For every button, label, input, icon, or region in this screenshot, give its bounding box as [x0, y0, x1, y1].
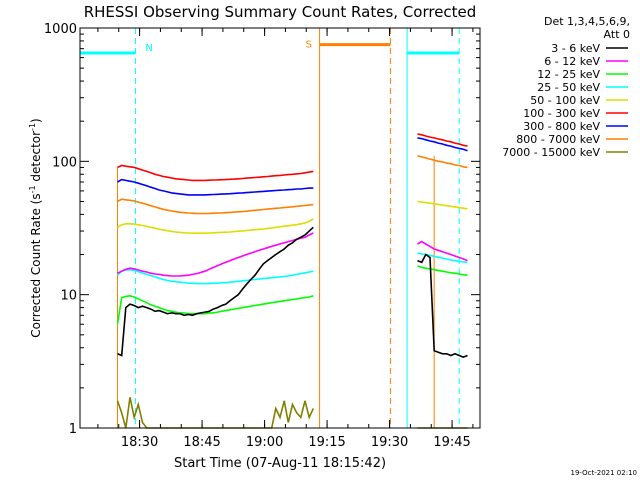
- series-line: [117, 178, 314, 196]
- legend-header-line2: Att 0: [604, 28, 630, 41]
- legend-entry-label: 800 - 7000 keV: [516, 133, 600, 146]
- x-tick-label: 18:45: [183, 435, 220, 450]
- legend-entry-label: 6 - 12 keV: [544, 55, 600, 68]
- series-line: [117, 198, 314, 215]
- series-line: [417, 264, 468, 276]
- series-line: [117, 232, 314, 277]
- series-line: [116, 294, 314, 325]
- series-line: [117, 164, 314, 182]
- legend-header-line1: Det 1,3,4,5,6,9,: [544, 15, 630, 28]
- series-line: [117, 218, 314, 234]
- x-tick-label: 19:45: [433, 435, 470, 450]
- legend-entry-label: 12 - 25 keV: [537, 68, 600, 81]
- axes: 1 10 100 1000 18:30 18:45 19:00 19:15 19:30 19:45: [44, 22, 481, 450]
- series-line: [417, 133, 468, 147]
- saa-label: S: [306, 40, 312, 51]
- y-axis-label-sup2: -1: [28, 123, 37, 131]
- x-tick-label: 18:30: [121, 435, 158, 450]
- legend-entry-label: 25 - 50 keV: [537, 81, 600, 94]
- series-line: [417, 200, 468, 210]
- series-line: [417, 137, 468, 152]
- legend-entry-label: 7000 - 15000 keV: [502, 146, 600, 159]
- y-axis-label-mid: detector: [29, 131, 43, 186]
- series-line: [417, 253, 468, 358]
- legend-entry-label: 100 - 300 keV: [523, 107, 600, 120]
- footer-timestamp: 19-Oct-2021 02:10: [571, 469, 637, 477]
- y-tick-label: 10: [60, 289, 77, 304]
- y-tick-label: 100: [52, 155, 77, 170]
- plot-frame: [79, 27, 481, 429]
- x-axis-label: Start Time (07-Aug-11 18:15:42): [174, 456, 386, 471]
- y-axis-label: Corrected Count Rate (s-1 detector-1): [28, 118, 43, 337]
- series-line: [417, 240, 468, 262]
- y-axis-label-end: ): [29, 118, 43, 123]
- y-tick-label: 1: [69, 422, 77, 437]
- x-tick-label: 19:15: [308, 435, 345, 450]
- y-tick-label: 1000: [44, 22, 77, 37]
- x-tick-label: 19:30: [371, 435, 408, 450]
- legend-entry-label: 300 - 800 keV: [523, 120, 600, 133]
- series-line: [417, 155, 468, 169]
- chart-title: RHESSI Observing Summary Count Rates, Co…: [84, 3, 477, 21]
- legend-entry-label: 50 - 100 keV: [530, 94, 600, 107]
- night-label: N: [145, 43, 152, 54]
- legend-entry-label: 3 - 6 keV: [551, 42, 600, 55]
- series-line: [117, 226, 314, 357]
- series-line: [116, 268, 314, 285]
- x-tick-label: 19:00: [246, 435, 283, 450]
- y-axis-label-sup1: -1: [28, 185, 37, 193]
